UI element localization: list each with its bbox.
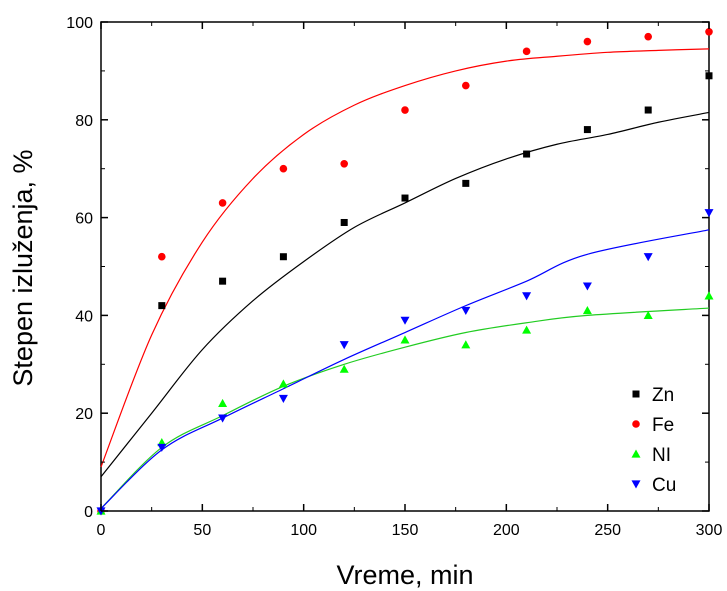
data-point <box>522 292 532 301</box>
data-point <box>462 81 470 90</box>
data-point <box>340 218 348 226</box>
legend: Zn Fe NI Cu <box>631 385 676 496</box>
x-tick-label: 150 <box>392 522 419 539</box>
x-tick-label: 300 <box>696 522 723 539</box>
y-tick-label: 60 <box>75 211 93 228</box>
y-axis-title: Stepen izluženja, % <box>8 149 38 386</box>
data-point <box>643 310 653 319</box>
data-point <box>401 194 409 202</box>
data-point <box>340 160 349 168</box>
data-point <box>644 106 652 114</box>
y-tick-label: 100 <box>66 15 93 32</box>
data-point <box>401 106 409 114</box>
legend-marker-cu <box>631 480 641 489</box>
data-point <box>218 398 228 408</box>
data-point <box>705 27 713 36</box>
data-point <box>461 340 471 349</box>
legend-marker-fe <box>632 420 640 428</box>
data-point <box>644 32 652 41</box>
data-point <box>157 443 167 452</box>
data-point <box>522 325 532 334</box>
legend-label-ni: NI <box>652 445 671 466</box>
x-tick-label: 50 <box>193 522 211 539</box>
legend-label-zn: Zn <box>652 385 674 406</box>
data-point <box>582 306 592 315</box>
y-tick-label: 80 <box>75 113 93 130</box>
data-point <box>400 316 410 325</box>
data-point <box>279 164 288 173</box>
data-point <box>218 414 228 423</box>
data-point <box>339 341 349 350</box>
data-point <box>643 253 653 262</box>
fit-curve-fe <box>100 48 710 468</box>
data-point <box>582 282 592 291</box>
series-ni <box>96 291 714 515</box>
fit-curves <box>100 48 710 509</box>
legend-marker-ni <box>631 449 641 458</box>
data-point <box>523 150 531 158</box>
data-point <box>400 335 410 344</box>
y-tick-label: 0 <box>84 504 93 521</box>
legend-label-fe: Fe <box>652 415 674 436</box>
series-cu <box>96 209 714 516</box>
data-point <box>218 199 227 207</box>
data-point <box>705 72 713 80</box>
data-point <box>462 179 470 187</box>
data-point <box>158 252 166 261</box>
data-point <box>522 47 531 56</box>
data-point <box>704 291 714 300</box>
data-point <box>339 364 349 373</box>
data-point <box>461 306 471 316</box>
plot-frame <box>100 21 710 512</box>
data-point <box>704 209 714 218</box>
x-tick-label: 250 <box>594 522 621 539</box>
data-point <box>219 277 227 285</box>
x-tick-label: 0 <box>97 522 106 539</box>
y-tick-label: 20 <box>75 406 93 423</box>
data-point <box>583 37 592 46</box>
data-point <box>583 126 591 134</box>
series-fe <box>97 27 713 515</box>
y-tick-label: 40 <box>75 308 93 325</box>
x-tick-label: 200 <box>493 522 520 539</box>
data-point <box>279 253 287 261</box>
legend-marker-zn <box>632 390 640 398</box>
data-point <box>278 394 288 404</box>
legend-label-cu: Cu <box>652 475 676 496</box>
axis-ticks: 0 50 100 150 200 250 300 0 20 40 60 80 100 <box>66 15 722 539</box>
x-tick-label: 100 <box>290 522 317 539</box>
fit-curve-ni <box>100 307 710 509</box>
fit-curve-zn <box>100 111 710 478</box>
data-points <box>96 27 714 516</box>
fit-curve-cu <box>100 229 710 509</box>
x-axis-title: Vreme, min <box>336 560 473 590</box>
data-point <box>278 379 288 388</box>
data-point <box>158 302 166 310</box>
series-zn <box>97 72 713 515</box>
